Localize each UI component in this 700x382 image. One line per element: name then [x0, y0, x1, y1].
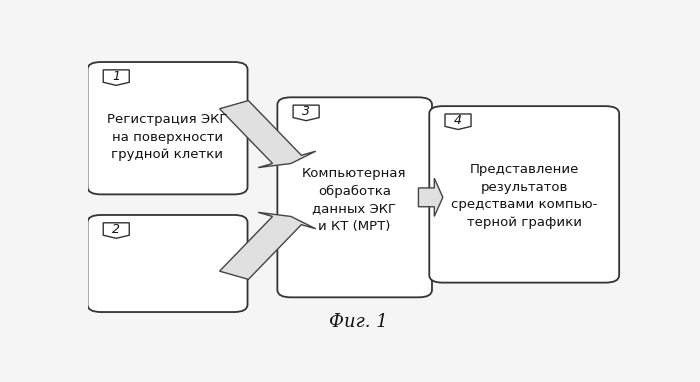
- Text: Фиг. 1: Фиг. 1: [330, 313, 388, 331]
- Polygon shape: [103, 223, 130, 238]
- Text: 2: 2: [112, 223, 120, 236]
- FancyBboxPatch shape: [429, 106, 619, 283]
- Polygon shape: [445, 114, 471, 129]
- FancyBboxPatch shape: [88, 62, 248, 194]
- Polygon shape: [103, 70, 130, 85]
- Text: 4: 4: [454, 114, 462, 127]
- FancyBboxPatch shape: [277, 97, 432, 297]
- Text: Представление
результатов
средствами компью-
терной графики: Представление результатов средствами ком…: [451, 163, 597, 228]
- Text: Компьютерная
обработка
данных ЭКГ
и КТ (МРТ): Компьютерная обработка данных ЭКГ и КТ (…: [302, 167, 407, 233]
- Polygon shape: [220, 100, 316, 168]
- FancyBboxPatch shape: [88, 215, 248, 312]
- Polygon shape: [419, 178, 443, 217]
- Text: 1: 1: [112, 70, 120, 83]
- Polygon shape: [220, 212, 316, 279]
- Text: 3: 3: [302, 105, 310, 118]
- Polygon shape: [293, 105, 319, 121]
- Text: Регистрация ЭКГ
на поверхности
грудной клетки: Регистрация ЭКГ на поверхности грудной к…: [107, 113, 228, 161]
